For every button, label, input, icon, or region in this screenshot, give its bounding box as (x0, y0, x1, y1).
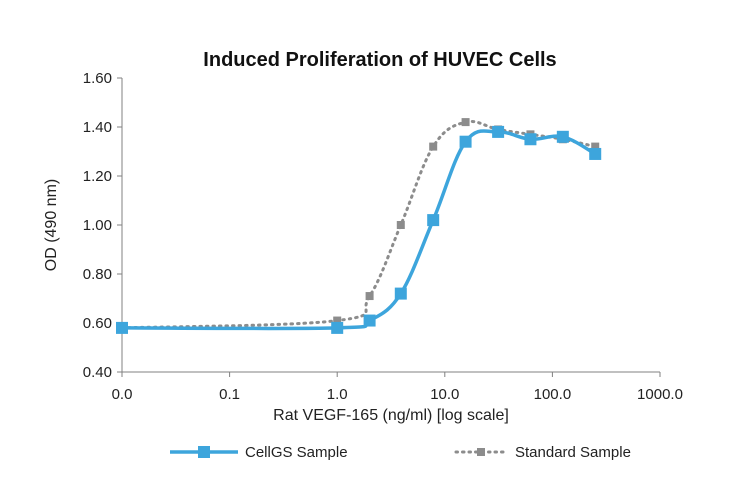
legend-entry-standard: Standard Sample (454, 444, 631, 461)
data-point (556, 130, 569, 143)
y-tick-label: 0.80 (83, 266, 112, 283)
y-tick-label: 0.40 (83, 364, 112, 381)
data-point (394, 287, 407, 300)
x-tick-label: 1.0 (327, 386, 348, 403)
series-standard (118, 118, 600, 332)
legend-entry-cellgs: CellGS Sample (170, 444, 348, 461)
data-point (591, 142, 600, 151)
x-tick-label: 0.0 (112, 386, 133, 403)
x-tick-label: 100.0 (534, 386, 572, 403)
legend-marker-standard (477, 448, 485, 456)
x-axis-ticks: 0.0 0.1 1.0 10.0 100.0 1000.0 (112, 372, 683, 403)
data-point (459, 135, 472, 148)
y-axis-ticks: 0.40 0.60 0.80 1.00 1.20 1.40 1.60 (83, 70, 122, 381)
data-point (363, 314, 376, 327)
legend-label-standard: Standard Sample (515, 444, 631, 461)
data-point (116, 321, 128, 334)
data-point (589, 147, 602, 160)
series-line (121, 129, 597, 331)
data-point (333, 316, 342, 325)
series-line (120, 119, 597, 330)
x-tick-label: 0.1 (219, 386, 240, 403)
legend-marker-cellgs (198, 446, 210, 458)
series-cellgs (116, 125, 602, 334)
data-point (524, 133, 537, 146)
data-point (427, 214, 440, 227)
data-point (331, 321, 344, 334)
x-tick-label: 10.0 (430, 386, 459, 403)
legend: CellGS Sample Standard Sample (170, 444, 631, 461)
y-tick-label: 1.20 (83, 168, 112, 185)
chart-title: Induced Proliferation of HUVEC Cells (203, 49, 556, 71)
data-point (365, 292, 374, 301)
legend-label-cellgs: CellGS Sample (245, 444, 348, 461)
data-point (461, 118, 470, 127)
data-point (396, 221, 405, 229)
y-tick-label: 1.40 (83, 119, 112, 136)
x-tick-label: 1000.0 (637, 386, 683, 403)
series-layer (116, 118, 602, 334)
data-point (429, 142, 438, 151)
y-tick-label: 0.60 (83, 315, 112, 332)
y-tick-label: 1.60 (83, 70, 112, 87)
y-axis-label: OD (490 nm) (43, 179, 60, 271)
y-tick-label: 1.00 (83, 217, 112, 234)
data-point (492, 125, 505, 138)
x-axis-label: Rat VEGF-165 (ng/ml) [log scale] (273, 407, 509, 424)
